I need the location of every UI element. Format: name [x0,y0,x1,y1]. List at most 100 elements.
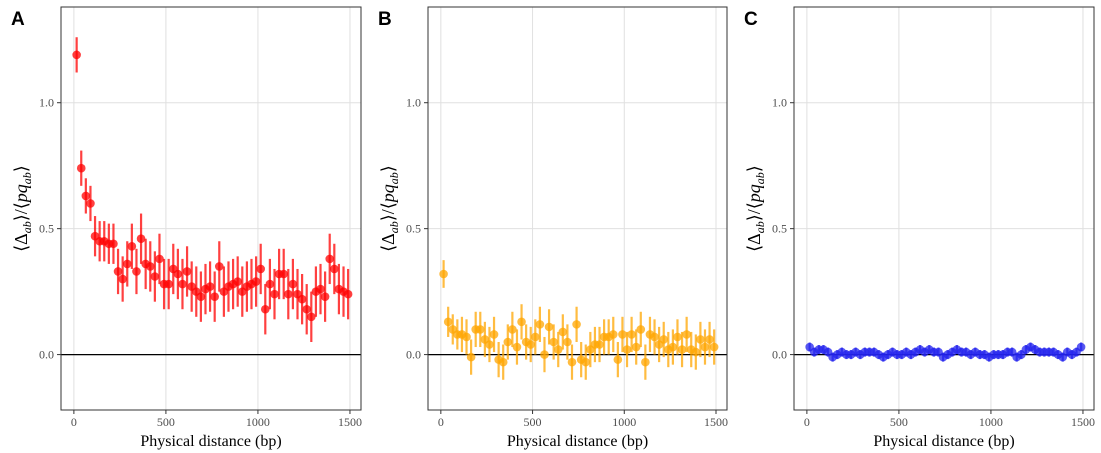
data-point [164,279,173,289]
panel-label: A [11,9,25,30]
data-point [284,289,293,299]
y-tick-label: 0.5 [406,222,421,236]
y-axis-title: ⟨Δab⟩/⟨pqab⟩ [378,165,401,252]
x-axis-title: Physical distance (bp) [140,433,281,450]
y-tick-label: 0.5 [39,222,54,236]
data-point [72,50,81,60]
panel-label: C [744,9,758,30]
data-point [627,330,636,339]
y-axis-title-part: ⟩ [11,165,31,172]
y-axis-title-part: ⟩/⟨ [744,202,764,221]
data-point [581,357,591,367]
data-point [81,191,91,201]
data-point [705,335,714,344]
data-point [127,241,137,251]
x-axis-title: Physical distance (bp) [507,433,648,450]
y-axis-title-part: ⟩/⟨ [11,202,31,221]
data-point [503,337,513,347]
data-point [288,279,298,289]
panel-c: 0 500 1000 1500 0.0 0.5 1.0 Physical distance (… [744,6,1095,450]
data-point [475,325,485,334]
data-point [489,330,499,339]
y-tick-label: 1.0 [772,96,787,110]
data-point [132,267,141,276]
data-point [682,330,691,339]
data-point [462,332,471,342]
panel-b: 0 500 1000 1500 0.0 0.5 1.0 Physical distance (… [378,6,728,450]
data-point [608,330,618,339]
data-point [696,335,705,344]
data-point [531,332,540,342]
y-tick-label: 0.5 [772,222,787,236]
data-point [540,350,549,359]
data-point [325,254,335,264]
data-point [535,320,545,329]
x-tick-label: 1500 [704,415,728,429]
x-axis-title: Physical distance (bp) [873,433,1014,450]
data-point [214,262,224,271]
data-point [443,317,453,327]
x-tick-label: 1000 [979,415,1003,429]
data-point [182,267,192,276]
data-point [508,325,517,334]
data-point [256,264,265,274]
panel-border [427,6,728,411]
y-axis-title-part: ab [20,221,34,233]
y-tick-label: 0.0 [772,348,787,362]
panel-label: B [378,9,392,30]
x-tick-label: 1500 [338,415,362,429]
data-point [297,294,307,304]
x-tick-label: 0 [804,415,810,429]
y-axis-title-part: pq [378,184,398,204]
data-point [563,337,572,347]
y-axis-title-part: pq [11,184,31,204]
y-axis-title-part: Δ [744,233,764,245]
data-point [1076,342,1086,352]
data-point [155,254,164,264]
data-point [307,312,316,322]
data-point [512,342,522,352]
y-axis-title: ⟨Δab⟩/⟨pqab⟩ [744,165,767,252]
data-point [641,357,650,367]
data-point [485,340,494,349]
y-axis-title-part: Δ [378,233,398,245]
data-point [196,292,206,301]
y-axis-title-part: ⟩ [378,165,398,172]
data-point [343,289,353,299]
data-point [572,320,581,329]
data-point [145,262,155,271]
data-point [558,327,568,337]
data-point [178,279,187,289]
data-point [544,322,554,332]
data-point [567,357,577,367]
y-tick-label: 0.0 [406,348,421,362]
data-point [260,304,270,314]
data-point [150,272,160,281]
data-point [553,345,563,354]
data-point [668,342,678,352]
data-point [279,269,288,279]
data-point [205,282,215,291]
x-tick-label: 0 [438,415,444,429]
data-point [673,332,682,342]
y-axis-title-part: ab [753,172,767,184]
data-point [251,277,261,286]
x-tick-label: 1000 [246,415,270,429]
data-point [517,317,526,327]
data-point [613,355,623,364]
panel-a: 0 500 1000 1500 0.0 0.5 1.0 Physical distance (… [11,6,362,450]
data-point [636,325,646,334]
y-axis-title-part: pq [744,184,764,204]
data-point [691,347,701,357]
data-point [270,289,279,299]
y-axis-title-part: ⟨ [744,245,764,252]
y-axis-title-part: Δ [11,233,31,245]
data-point [549,337,558,347]
data-point [709,342,719,352]
x-tick-label: 500 [890,415,908,429]
panel-border [60,6,362,411]
x-tick-label: 0 [71,415,77,429]
data-point [320,292,330,301]
data-point [631,342,641,352]
data-point [650,332,659,342]
